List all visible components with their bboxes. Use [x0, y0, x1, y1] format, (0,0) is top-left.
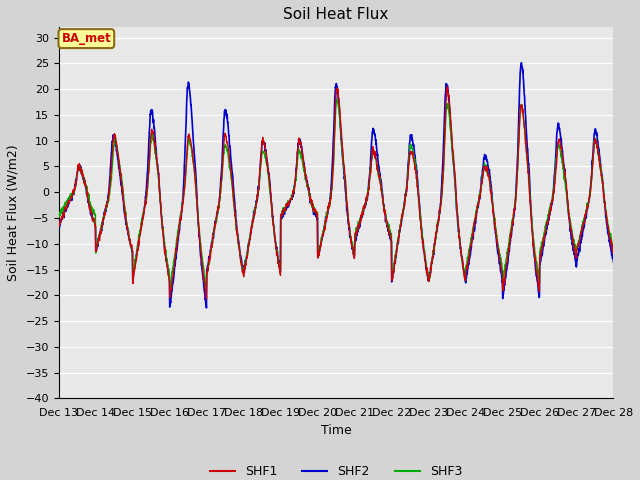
SHF3 — [353, 228, 360, 234]
SHF1 — [498, 268, 506, 274]
SHF3 — [498, 261, 506, 266]
SHF3 — [365, 185, 372, 191]
SHF3 — [55, 215, 63, 220]
SHF3 — [333, 96, 340, 102]
SHF2 — [561, 167, 569, 172]
SHF2 — [353, 236, 360, 241]
SHF1 — [577, 233, 584, 239]
SHF3 — [166, 285, 174, 291]
SHF2 — [203, 305, 211, 311]
SHF2 — [609, 259, 617, 265]
Line: SHF1: SHF1 — [59, 86, 613, 299]
SHF1 — [353, 229, 360, 235]
SHF2 — [497, 271, 505, 276]
SHF2 — [518, 60, 525, 66]
SHF1 — [561, 170, 569, 176]
Line: SHF3: SHF3 — [59, 99, 613, 288]
SHF1 — [210, 232, 218, 238]
Legend: SHF1, SHF2, SHF3: SHF1, SHF2, SHF3 — [205, 460, 467, 480]
SHF1 — [203, 296, 211, 302]
SHF3 — [210, 229, 218, 235]
SHF1 — [55, 220, 63, 226]
SHF3 — [561, 179, 569, 184]
SHF1 — [365, 188, 372, 194]
Y-axis label: Soil Heat Flux (W/m2): Soil Heat Flux (W/m2) — [7, 144, 20, 281]
SHF3 — [577, 232, 584, 238]
SHF1 — [444, 84, 451, 89]
SHF1 — [609, 249, 617, 254]
Line: SHF2: SHF2 — [59, 63, 613, 308]
X-axis label: Time: Time — [321, 424, 351, 437]
SHF3 — [609, 243, 617, 249]
SHF2 — [365, 186, 372, 192]
Text: BA_met: BA_met — [61, 32, 111, 45]
SHF2 — [210, 229, 218, 235]
Title: Soil Heat Flux: Soil Heat Flux — [284, 7, 388, 22]
SHF2 — [55, 221, 63, 227]
SHF2 — [577, 240, 584, 246]
